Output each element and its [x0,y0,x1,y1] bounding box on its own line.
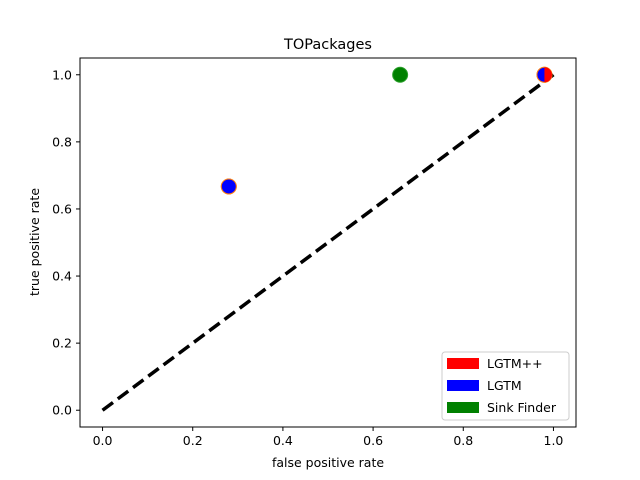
legend-swatch-lgtm-plus [447,358,479,369]
y-tick-label: 0.6 [52,201,72,216]
x-axis-title: false positive rate [272,455,384,470]
legend-label-lgtm: LGTM [487,378,522,393]
point-sink-finder [392,66,409,83]
diagonal-reference-line [101,73,555,412]
legend-swatch-sink-finder [447,402,479,413]
y-tick-label: 0.4 [52,269,72,284]
plot-frame [79,57,577,428]
x-tick-label: 0.2 [183,433,203,448]
legend-swatch-lgtm [447,380,479,391]
x-tick-label: 0.0 [93,433,113,448]
x-tick-label: 0.6 [363,433,383,448]
points-layer [220,66,553,195]
legend: LGTM++ LGTM Sink Finder [441,351,570,421]
y-tick-label: 0.2 [52,336,72,351]
x-tick-label: 0.4 [273,433,293,448]
point-lgtm [220,178,237,195]
chart-title: TOPackages [283,37,372,53]
legend-label-sink-finder: Sink Finder [487,400,557,415]
x-tick-label: 0.8 [453,433,473,448]
y-tick-label: 1.0 [52,67,72,82]
y-tick-label: 0.0 [52,403,72,418]
ticks-layer: 0.0 0.2 0.4 0.6 0.8 1.0 0.0 0.2 0.4 0.6 0.8 1.0 [52,67,563,448]
y-axis-title: true positive rate [27,188,42,296]
x-tick-label: 1.0 [544,433,564,448]
point-overlap-half [544,67,552,83]
diagonal-layer [101,73,555,412]
legend-label-lgtm-plus: LGTM++ [487,356,543,371]
y-tick-label: 0.8 [52,134,72,149]
